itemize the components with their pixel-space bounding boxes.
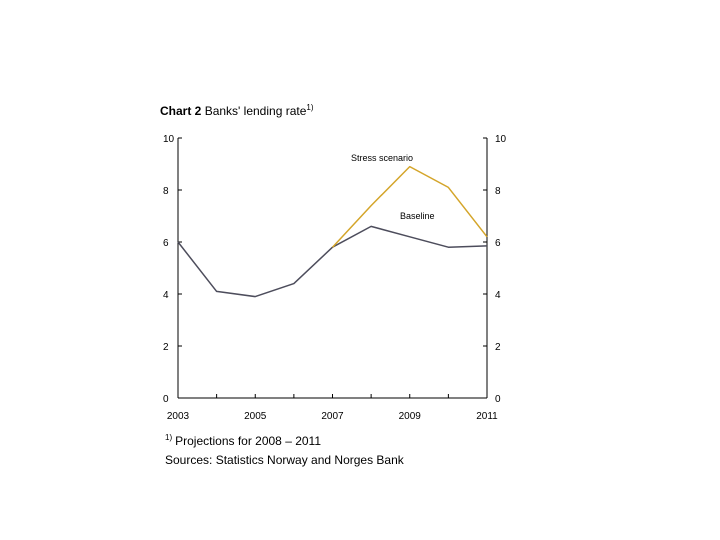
y-tick-label-right: 0 [495, 394, 501, 405]
footnote-text: Projections for 2008 – 2011 [175, 434, 321, 448]
chart-labels: 0 0 2 2 4 4 6 6 8 8 10 10 2003 2005 2007 2009 2011 Stress… [163, 134, 507, 422]
y-tick-label-left: 8 [163, 186, 169, 197]
y-tick-label-right: 6 [495, 238, 501, 249]
footnote: 1) Projections for 2008 – 2011 [165, 433, 321, 448]
chart-series [177, 165, 488, 298]
y-tick-label-left: 10 [163, 134, 175, 145]
chart-title-text: Banks' lending rate [204, 104, 307, 118]
x-tick-label: 2003 [167, 411, 190, 422]
y-tick-label-right: 10 [495, 134, 507, 145]
x-tick-label: 2011 [476, 411, 498, 422]
chart-number: Chart 2 [160, 104, 202, 118]
y-tick-label-right: 4 [495, 290, 501, 301]
x-tick-label: 2009 [399, 411, 422, 422]
x-tick-label: 2005 [244, 411, 267, 422]
y-tick-label-right: 8 [495, 186, 501, 197]
sources-note: Sources: Statistics Norway and Norges Ba… [165, 453, 404, 467]
series-line-baseline [177, 225, 488, 298]
y-tick-label-left: 2 [163, 342, 169, 353]
y-tick-label-left: 6 [163, 238, 169, 249]
chart-title: Chart 2 Banks' lending rate1) [160, 103, 314, 118]
y-tick-label-left: 4 [163, 290, 169, 301]
series-label-baseline: Baseline [400, 211, 435, 221]
chart-axes [177, 137, 488, 399]
series-label-stress: Stress scenario [351, 153, 413, 163]
y-tick-label-left: 0 [163, 394, 169, 405]
y-tick-label-right: 2 [495, 342, 501, 353]
title-footnote-marker: 1) [306, 103, 314, 112]
footnote-marker: 1) [165, 433, 173, 442]
series-line-stress [331, 165, 488, 248]
x-tick-label: 2007 [321, 411, 344, 422]
